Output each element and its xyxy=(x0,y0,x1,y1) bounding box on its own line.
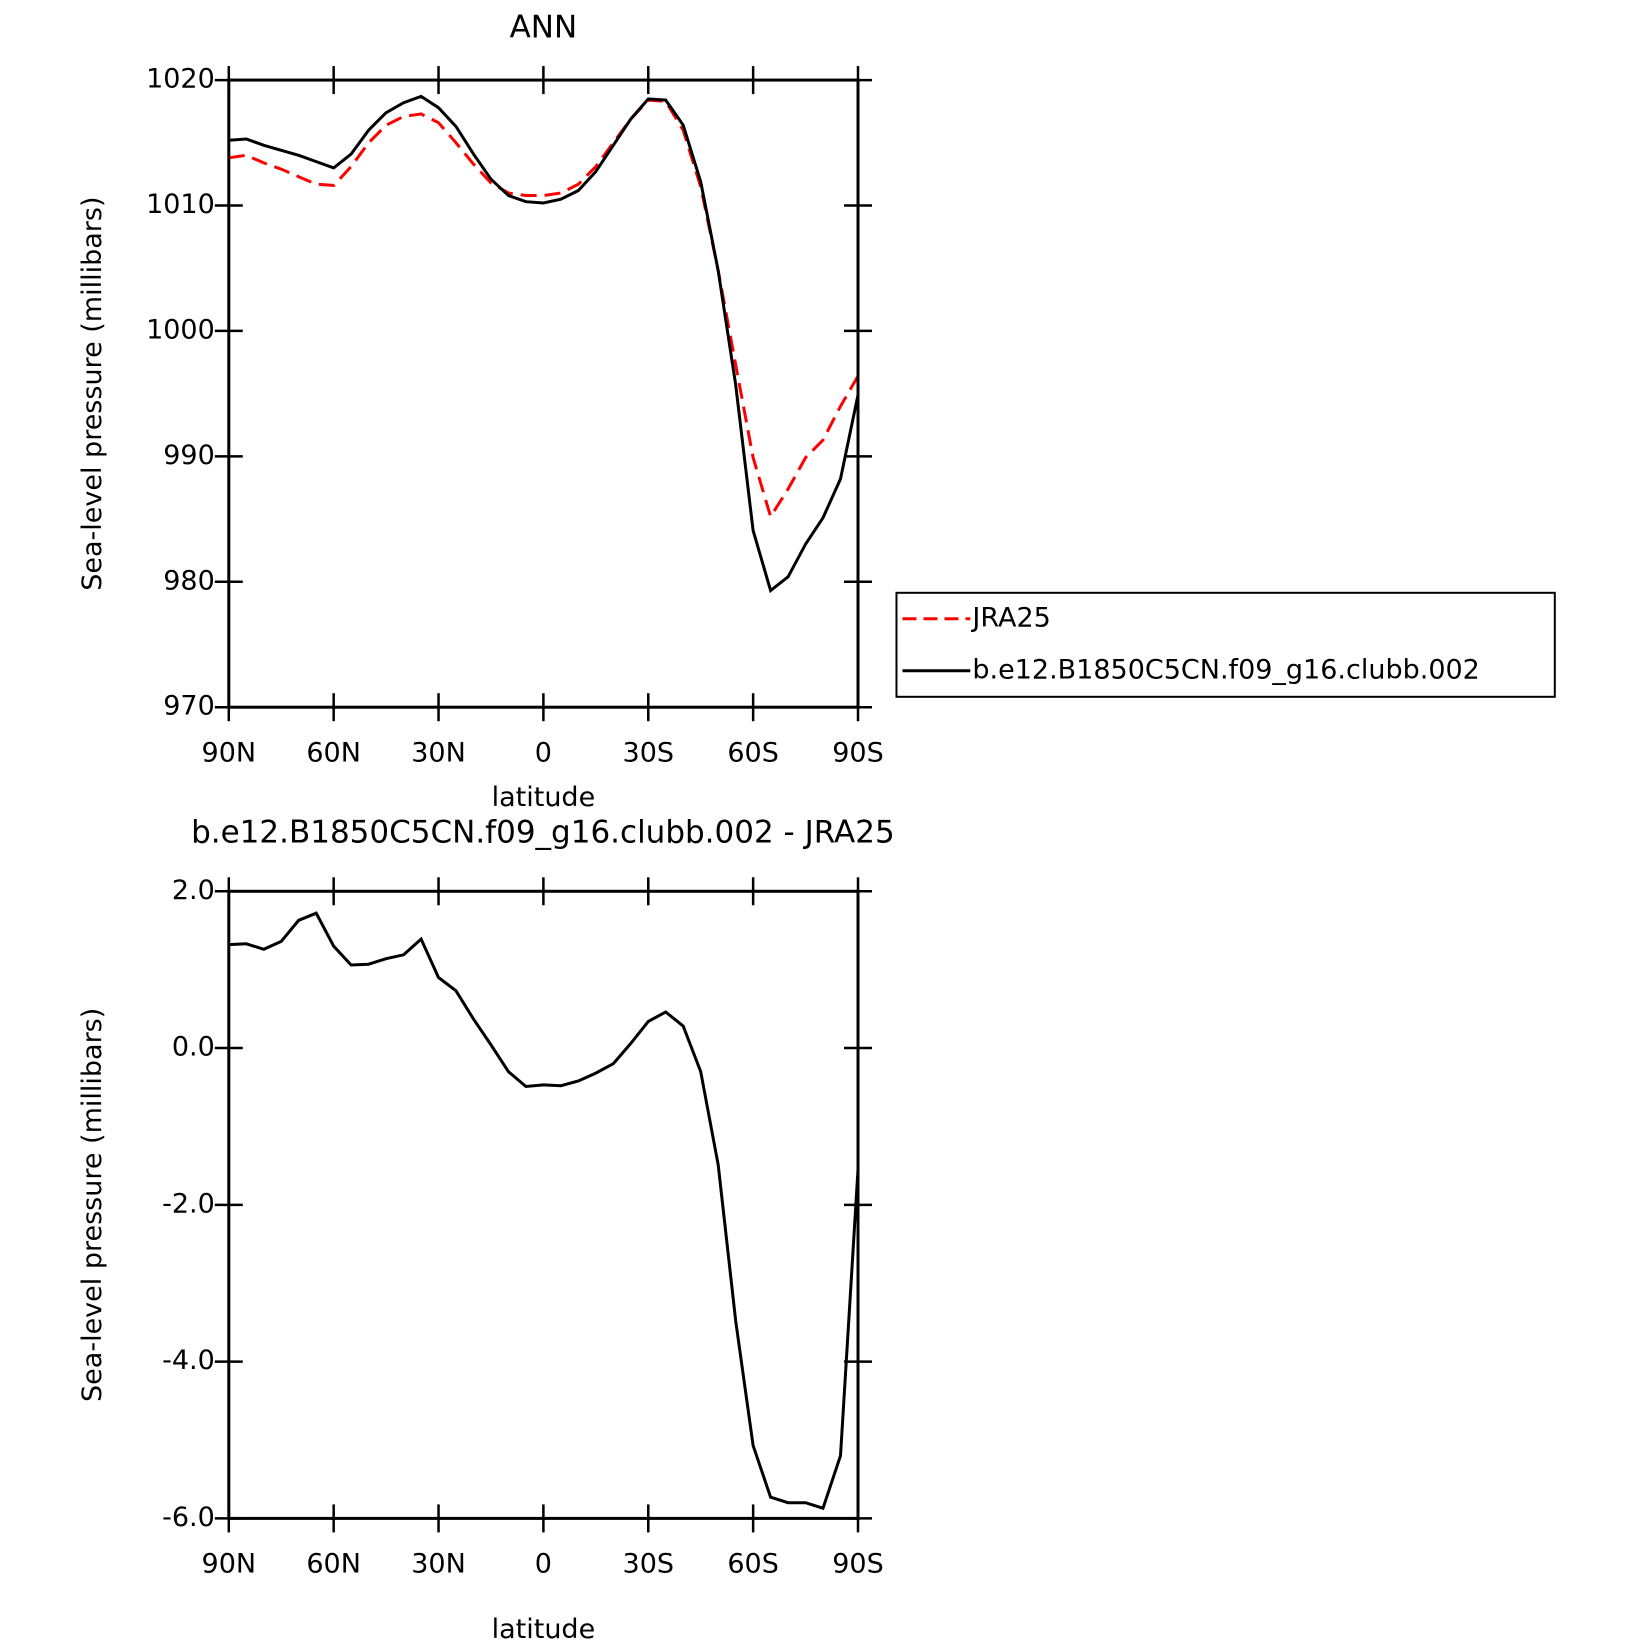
x-tick-label: 30N xyxy=(411,1549,466,1580)
plot-frame xyxy=(227,78,860,709)
y-axis-label: Sea-level pressure (millibars) xyxy=(77,197,108,591)
chart-title: b.e12.B1850C5CN.f09_g16.clubb.002 - JRA2… xyxy=(191,815,895,851)
x-axis-label: latitude xyxy=(492,1614,596,1645)
y-tick-label: 1000 xyxy=(146,314,215,345)
plot-frame xyxy=(227,889,860,1520)
y-tick-label: 1020 xyxy=(146,64,215,95)
data-line xyxy=(228,94,860,594)
legend-box xyxy=(895,591,1556,698)
y-axis-label: Sea-level pressure (millibars) xyxy=(77,1008,108,1402)
x-tick-label: 60S xyxy=(727,738,779,769)
y-tick-label: 970 xyxy=(163,691,215,722)
x-tick-label: 60N xyxy=(306,1549,361,1580)
x-tick-label: 90N xyxy=(202,738,257,769)
data-line xyxy=(228,911,860,1511)
x-axis-label: latitude xyxy=(492,782,596,813)
x-tick-label: 60N xyxy=(306,738,361,769)
x-tick-label: 90S xyxy=(832,738,884,769)
y-tick-label: -2.0 xyxy=(162,1188,215,1219)
legend-label: JRA25 xyxy=(970,602,1050,633)
y-tick-label: 980 xyxy=(163,565,215,596)
x-tick-label: 90N xyxy=(202,1549,257,1580)
x-tick-label: 90S xyxy=(832,1549,884,1580)
chart-title: ANN xyxy=(510,10,578,46)
x-tick-label: 0 xyxy=(535,738,552,769)
x-tick-label: 60S xyxy=(727,1549,779,1580)
y-tick-label: 1010 xyxy=(146,189,215,220)
data-line xyxy=(228,98,860,521)
y-tick-label: 990 xyxy=(163,440,215,471)
legend-label: b.e12.B1850C5CN.f09_g16.clubb.002 xyxy=(972,654,1479,685)
x-tick-label: 30S xyxy=(623,1549,675,1580)
y-tick-label: -4.0 xyxy=(162,1345,215,1376)
x-tick-label: 30N xyxy=(411,738,466,769)
y-tick-label: 0.0 xyxy=(172,1032,215,1063)
y-tick-label: 2.0 xyxy=(172,875,215,906)
x-tick-label: 0 xyxy=(535,1549,552,1580)
y-tick-label: -6.0 xyxy=(162,1502,215,1533)
x-tick-label: 30S xyxy=(623,738,675,769)
